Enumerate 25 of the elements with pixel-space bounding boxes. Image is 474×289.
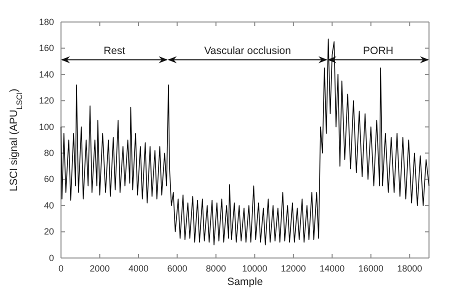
x-tick-label: 8000 (206, 263, 226, 274)
x-tick-label: 0 (58, 263, 64, 274)
y-tick-label: 60 (44, 174, 54, 184)
x-tick-label: 10000 (242, 263, 268, 274)
y-tick-label: 160 (38, 43, 54, 54)
x-tick-label: 14000 (320, 263, 345, 274)
annotation: Rest (104, 44, 126, 57)
x-axis-title: Sample (227, 276, 263, 288)
annotation: PORH (363, 44, 394, 57)
y-tick-label: 100 (38, 122, 54, 132)
line-series (60, 38, 430, 246)
x-tick-label: 2000 (90, 263, 110, 274)
y-tick-label: 0 (48, 252, 54, 263)
x-tick-label: 12000 (280, 263, 306, 274)
x-tick-label: 18000 (397, 263, 422, 274)
y-tick-label: 180 (38, 16, 54, 27)
x-tick-label: 16000 (358, 263, 384, 274)
x-tick-label: 4000 (128, 263, 148, 274)
x-tick-label: 6000 (167, 263, 188, 274)
y-tick-label: 40 (44, 200, 54, 210)
y-tick-label: 20 (44, 226, 54, 237)
y-tick-label: 80 (44, 148, 54, 158)
annotation: Vascular occlusion (204, 44, 292, 57)
y-tick-label: 140 (38, 69, 54, 80)
y-tick-label: 120 (38, 96, 54, 106)
